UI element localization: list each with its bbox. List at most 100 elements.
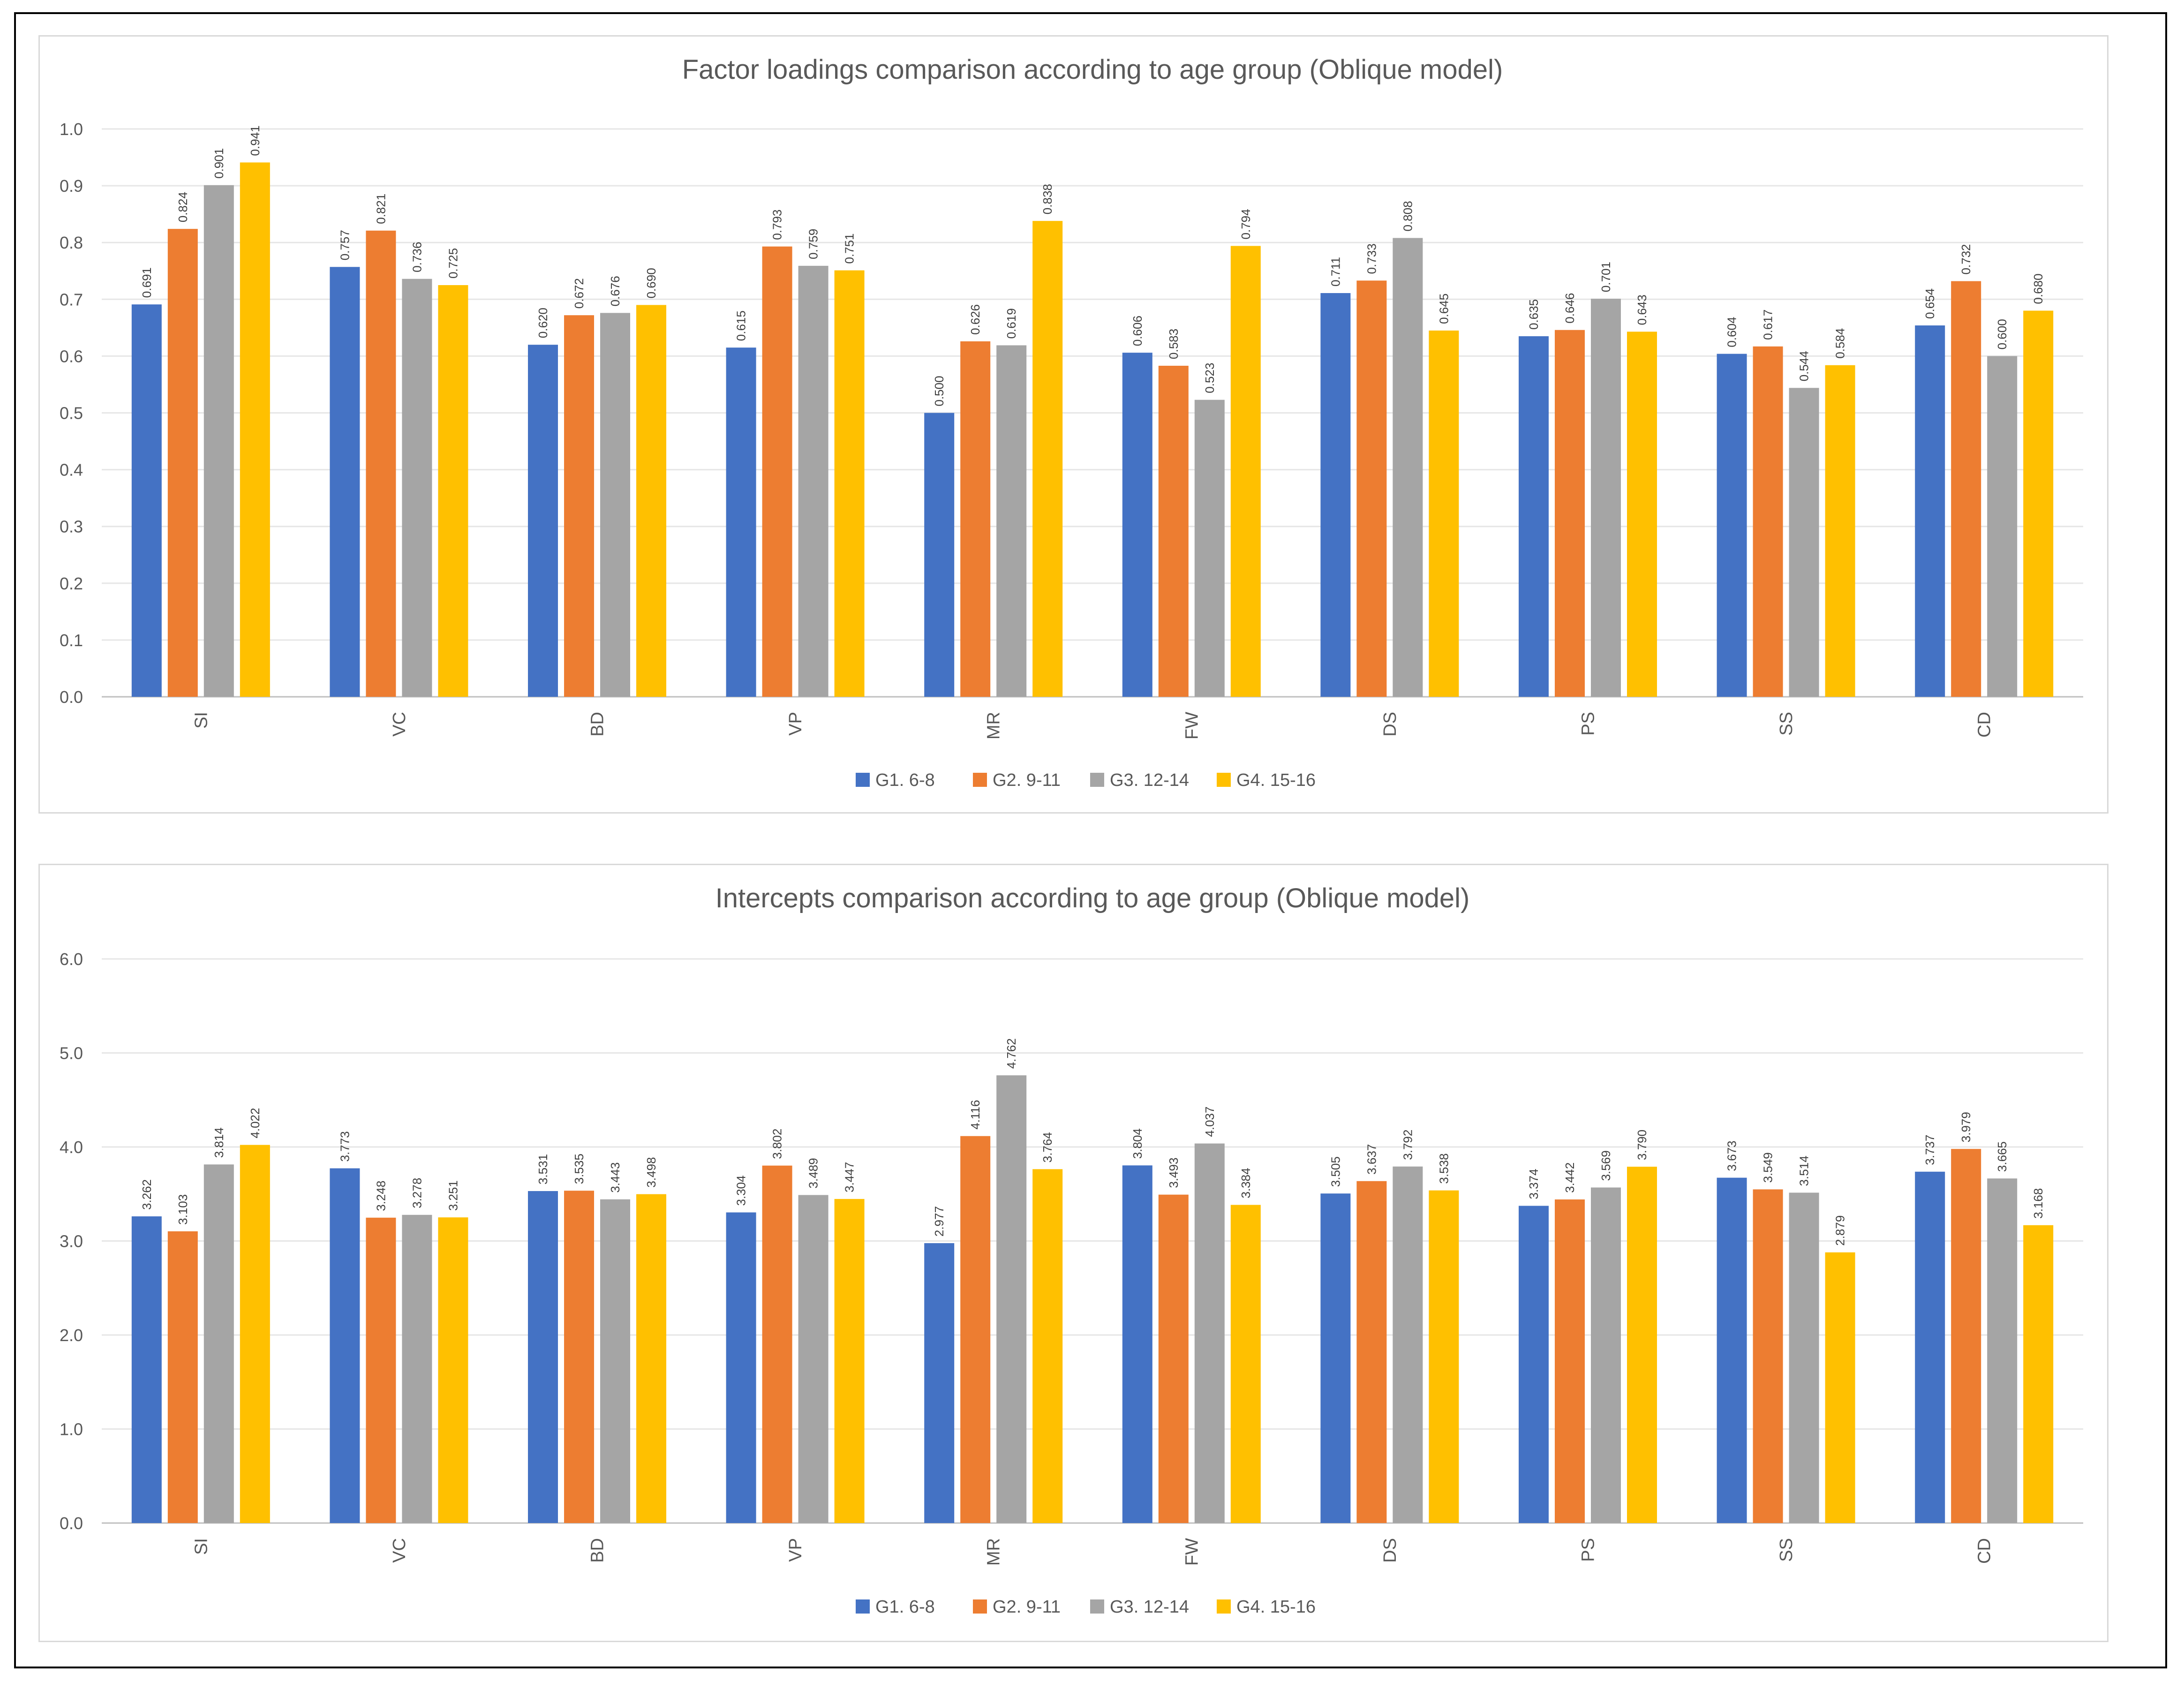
data-label: 0.690 [644,268,658,298]
data-label: 0.701 [1599,262,1613,292]
data-label: 3.514 [1797,1155,1811,1186]
data-label: 3.489 [806,1158,821,1188]
bar-fw-g3 [1194,1143,1225,1523]
legend-swatch-g4 [1217,1599,1231,1614]
data-label: 0.901 [212,148,226,179]
bar-fw-g2 [1158,1194,1189,1523]
intercepts-chart: Intercepts comparison according to age g… [60,883,2083,1617]
data-label: 3.447 [843,1162,857,1192]
data-label: 3.737 [1923,1135,1937,1165]
legend-label-g4: G4. 15-16 [1236,1597,1316,1617]
data-label: 0.711 [1328,257,1342,287]
chart-title: Factor loadings comparison according to … [682,54,1503,85]
data-label: 0.643 [1635,294,1649,325]
x-category-label: SS [1777,1538,1796,1562]
bar-bd-g1 [528,1191,558,1523]
bar-vc-g2 [366,1217,396,1523]
legend-label-g3: G3. 12-14 [1110,770,1189,790]
data-label: 3.442 [1563,1162,1577,1193]
data-label: 0.620 [536,308,550,338]
y-tick-label: 1.0 [60,1420,83,1439]
bar-cd-g1 [1915,325,1945,697]
y-tick-label: 1.0 [60,120,83,139]
bar-bd-g4 [636,1194,666,1523]
data-label: 3.493 [1167,1158,1181,1188]
bar-vc-g2 [366,230,396,697]
legend-swatch-g1 [856,1599,870,1614]
legend-swatch-g3 [1090,773,1104,787]
bar-vc-g4 [438,1217,468,1523]
bar-si-g3 [203,185,234,697]
data-label: 0.617 [1761,309,1775,340]
legend-label-g1: G1. 6-8 [875,1597,935,1617]
bar-bd-g2 [564,315,594,697]
data-label: 3.538 [1437,1154,1451,1184]
data-label: 0.626 [968,304,982,335]
bar-mr-g4 [1032,221,1063,697]
bar-si-g4 [240,1145,270,1523]
bar-bd-g1 [528,345,558,697]
y-tick-label: 0.7 [60,290,83,309]
data-label: 4.116 [968,1100,982,1130]
data-label: 3.531 [536,1154,550,1184]
legend-swatch-g3 [1090,1599,1104,1614]
legend-swatch-g1 [856,773,870,787]
data-label: 4.037 [1203,1107,1217,1137]
bar-vp-g2 [762,246,792,697]
bar-bd-g3 [600,1199,630,1523]
bar-ss-g4 [1825,365,1855,697]
data-label: 3.569 [1599,1150,1613,1181]
data-label: 3.103 [176,1194,190,1225]
data-label: 3.248 [374,1181,388,1211]
data-label: 3.773 [338,1131,352,1162]
x-category-label: MR [984,1538,1004,1566]
data-label: 0.523 [1203,363,1217,393]
data-label: 0.821 [374,194,388,224]
bar-vc-g4 [438,285,468,697]
bar-fw-g3 [1194,400,1225,697]
legend-label-g1: G1. 6-8 [875,770,935,790]
data-label: 3.251 [446,1180,460,1211]
x-category-label: BD [588,1538,608,1563]
y-tick-label: 3.0 [60,1232,83,1251]
bar-vp-g1 [726,347,756,697]
data-label: 3.262 [140,1179,154,1210]
bar-bd-g2 [564,1191,594,1523]
data-label: 3.804 [1130,1128,1145,1159]
data-label: 0.604 [1725,317,1739,347]
data-label: 0.615 [734,310,748,341]
y-tick-label: 4.0 [60,1138,83,1157]
bar-ss-g3 [1789,1192,1819,1523]
bar-mr-g2 [960,1136,991,1523]
data-label: 0.600 [1995,319,2009,349]
data-label: 0.500 [932,376,946,406]
data-label: 3.384 [1239,1168,1253,1198]
bar-fw-g4 [1230,1205,1261,1523]
bar-cd-g3 [1987,1178,2018,1523]
legend-swatch-g2 [973,1599,987,1614]
data-label: 3.304 [734,1175,748,1206]
data-label: 3.168 [2031,1188,2045,1219]
data-label: 0.941 [248,125,262,156]
bar-ds-g1 [1320,293,1351,697]
bar-ps-g4 [1627,332,1657,697]
bar-cd-g2 [1951,281,1981,697]
data-label: 0.680 [2031,273,2045,304]
intercepts-chart-panel: Intercepts comparison according to age g… [38,864,2109,1642]
x-category-label: CD [1975,712,1995,738]
bar-bd-g4 [636,305,666,697]
bar-ss-g2 [1753,1189,1783,1523]
data-label: 2.977 [932,1206,946,1237]
x-category-label: DS [1380,712,1400,737]
x-category-label: FW [1182,1538,1202,1566]
legend-label-g4: G4. 15-16 [1236,770,1316,790]
bar-ps-g2 [1555,1199,1585,1523]
bar-si-g2 [167,1231,198,1523]
y-tick-label: 0.5 [60,404,83,423]
data-label: 0.645 [1437,294,1451,324]
data-label: 3.979 [1959,1112,1973,1142]
bar-ss-g1 [1717,354,1747,697]
bar-ps-g1 [1519,336,1549,697]
y-tick-label: 0.8 [60,233,83,252]
data-label: 0.619 [1004,308,1018,339]
